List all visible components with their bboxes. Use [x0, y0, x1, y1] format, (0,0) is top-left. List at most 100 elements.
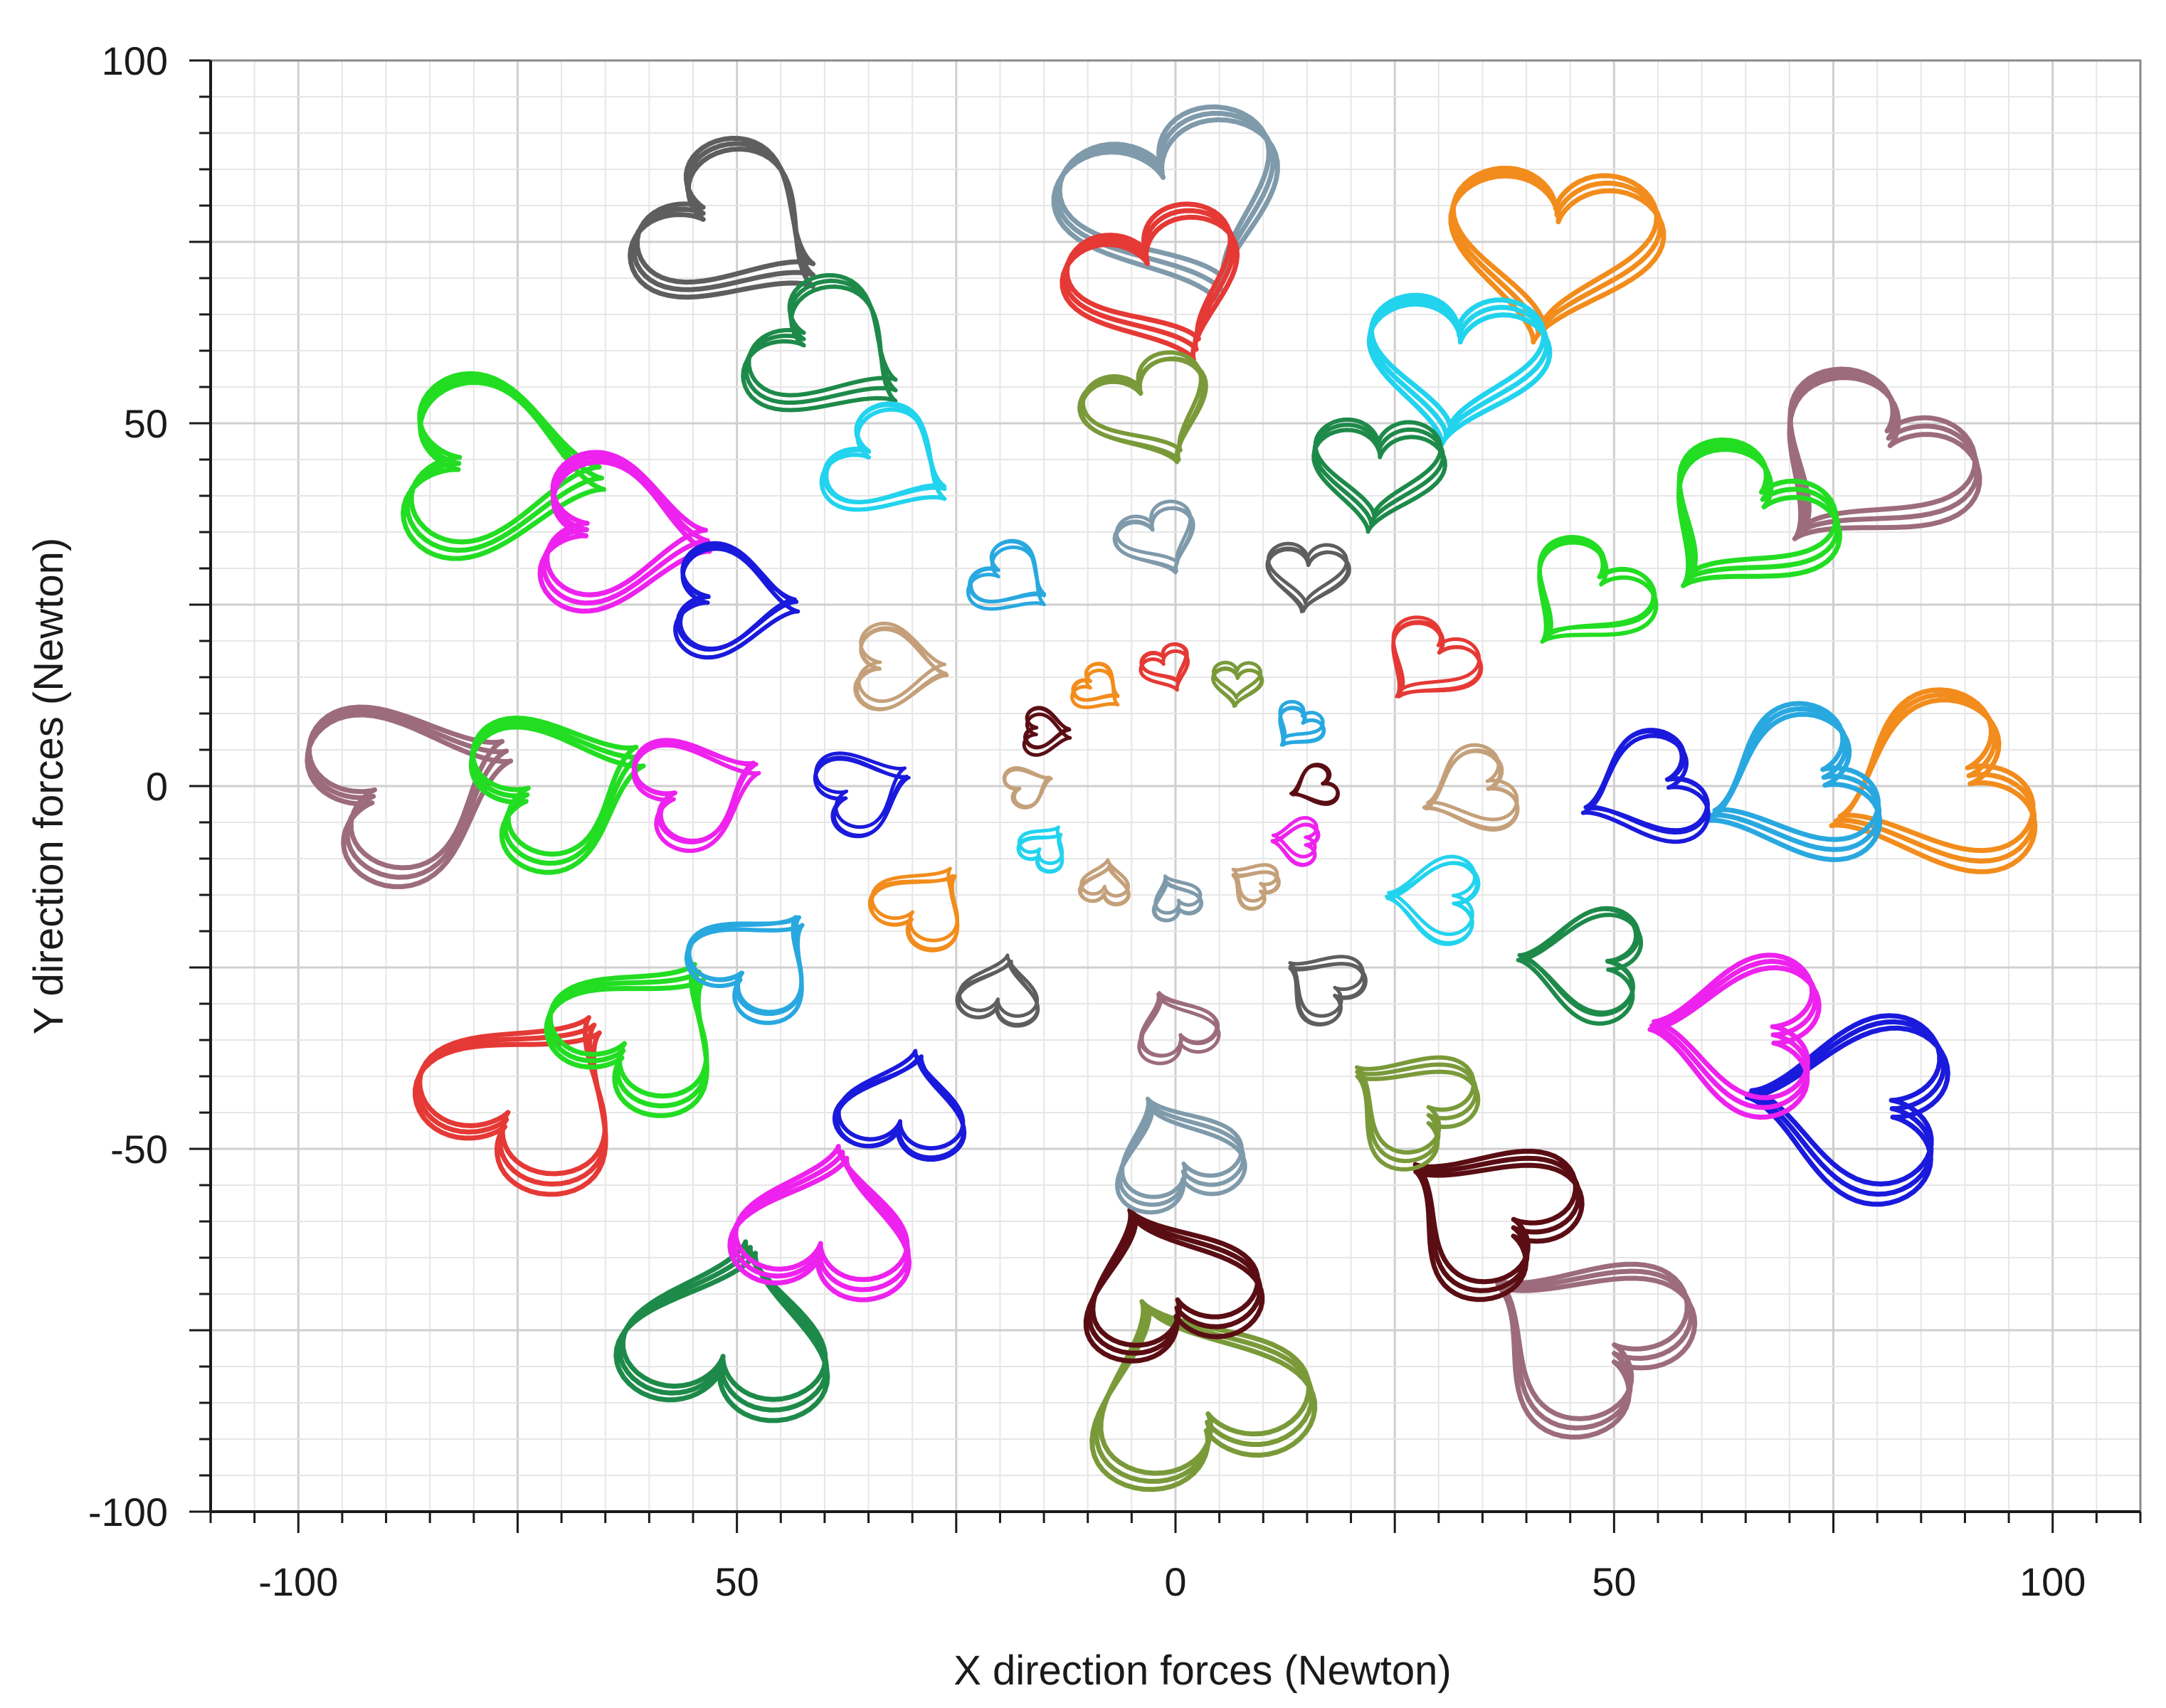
series-28-loop-3	[836, 1049, 966, 1151]
series-8-loop-3	[824, 403, 947, 504]
series-19-loop-2	[813, 757, 909, 837]
series-40-loop-2	[1231, 870, 1280, 911]
series-2-loop-3	[1064, 201, 1233, 341]
series-53-loop-3	[1537, 536, 1656, 637]
series-21-loop-1	[413, 1030, 608, 1197]
series-24-loop-3	[870, 866, 959, 943]
series-4-loop-2	[1114, 506, 1194, 573]
series-57-loop-2	[1368, 297, 1550, 438]
series-41-loop-1	[1744, 1025, 1950, 1207]
y-axis-title: Y direction forces (Newton)	[26, 538, 72, 1034]
series-52-loop-2	[1676, 442, 1841, 582]
series-54-loop-2	[1391, 621, 1482, 699]
series-9	[966, 539, 1046, 611]
series-18-loop-3	[633, 740, 756, 843]
series-58-loop-1	[1311, 428, 1447, 534]
series-20-loop-3	[1003, 768, 1051, 809]
series-27-loop-2	[730, 1150, 911, 1293]
series-41-loop-3	[1749, 1013, 1943, 1187]
series-25	[1016, 825, 1064, 874]
series-46	[1829, 687, 2038, 874]
series-4	[1112, 499, 1195, 575]
series-11-loop-2	[404, 375, 604, 553]
series-38-loop-3	[1355, 1055, 1476, 1155]
series-7	[741, 272, 898, 413]
series-14-loop-3	[857, 621, 947, 704]
series-44	[1385, 854, 1481, 946]
y-tick-label: -50	[110, 1127, 168, 1172]
series-39-loop-2	[1288, 962, 1366, 1026]
series-12-loop-3	[544, 450, 709, 598]
series-14	[853, 621, 949, 711]
series-43-loop-3	[1518, 906, 1639, 1015]
series-5-loop-3	[1140, 642, 1188, 683]
series-35	[1151, 874, 1204, 923]
x-tick-label: 50	[1592, 1559, 1636, 1604]
series-26	[613, 1239, 830, 1423]
series-7-loop-3	[746, 272, 898, 398]
series-58	[1311, 417, 1447, 534]
series-22-loop-3	[547, 962, 709, 1099]
series-37-loop-3	[1412, 1148, 1578, 1285]
series-10-loop-3	[1072, 662, 1120, 702]
series-15	[1022, 706, 1072, 757]
series-11-loop-3	[408, 371, 602, 545]
series-36	[1495, 1261, 1698, 1440]
series-50-loop-3	[1291, 763, 1340, 805]
series-1-loop-2	[1054, 110, 1276, 293]
series-59-loop-2	[1266, 548, 1350, 613]
series-23-loop-1	[684, 923, 805, 1025]
series-5-loop-1	[1139, 649, 1190, 692]
series-3-loop-2	[1079, 356, 1206, 462]
series-56-loop-1	[1448, 173, 1666, 345]
series-6-loop-3	[635, 135, 816, 285]
series-24	[867, 866, 960, 953]
series-47	[1705, 701, 1883, 862]
series-49-loop-2	[1424, 749, 1520, 830]
series-16-loop-3	[307, 704, 505, 871]
series-32-loop-3	[1090, 1207, 1261, 1348]
series-29-loop-3	[958, 953, 1040, 1018]
series-27-loop-3	[733, 1144, 910, 1283]
series-36-loop-1	[1496, 1275, 1698, 1440]
series-32	[1083, 1207, 1265, 1364]
series-25-loop-2	[1017, 832, 1064, 874]
series-3-loop-3	[1081, 350, 1203, 452]
series-60-loop-3	[1212, 660, 1262, 700]
series-52-loop-3	[1676, 437, 1839, 575]
series-46-loop-3	[1837, 687, 2036, 854]
series-20	[1002, 766, 1053, 810]
series-25-loop-3	[1018, 825, 1064, 865]
series-19-loop-3	[814, 751, 907, 829]
series-8	[819, 401, 947, 512]
series-30-loop-3	[1079, 858, 1130, 898]
series-44-loop-3	[1387, 854, 1477, 936]
series-10	[1070, 662, 1120, 709]
x-tick-label: 50	[714, 1559, 759, 1604]
series-51-loop-2	[1787, 371, 1980, 535]
series-22-loop-2	[546, 969, 709, 1109]
x-tick-label: -100	[258, 1559, 338, 1604]
series-40	[1231, 863, 1281, 911]
series-31-loop-2	[1094, 1302, 1315, 1484]
series-49	[1422, 743, 1520, 832]
series-31	[1089, 1299, 1318, 1492]
series-54-loop-3	[1391, 615, 1481, 691]
series-39-loop-3	[1288, 955, 1365, 1018]
series-51	[1787, 366, 1982, 541]
series-59-loop-3	[1266, 541, 1349, 605]
series-58-loop-3	[1313, 417, 1443, 517]
series-50	[1289, 763, 1340, 806]
series-56-loop-2	[1449, 169, 1663, 336]
series-52	[1676, 437, 1842, 588]
series-53	[1537, 535, 1659, 644]
series-54	[1391, 615, 1484, 699]
y-tick-label: 100	[102, 38, 168, 83]
x-axis-title: X direction forces (Newton)	[953, 1648, 1451, 1694]
series-39	[1288, 955, 1368, 1027]
series-52-loop-1	[1676, 447, 1842, 588]
tick-labels: -100 50 0 50 100 100 50 0 -50 -100	[88, 38, 2086, 1604]
series-34-loop-3	[1140, 992, 1219, 1058]
series-38-loop-1	[1355, 1069, 1481, 1172]
series-60	[1211, 660, 1264, 709]
